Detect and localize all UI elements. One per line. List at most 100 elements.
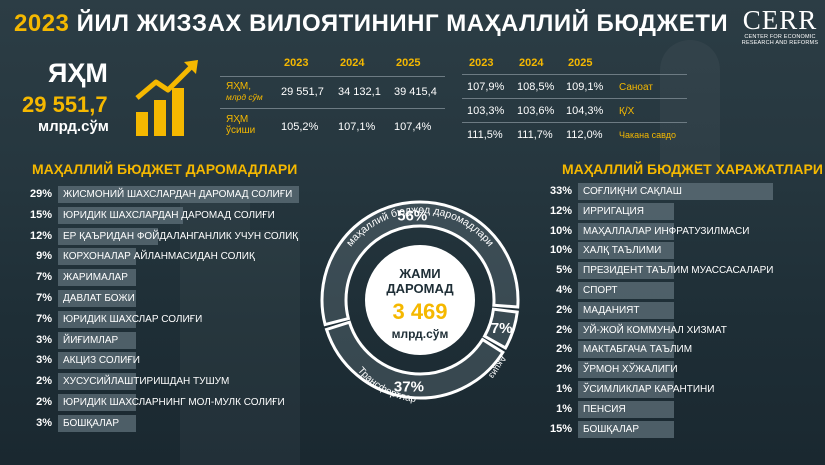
kpi-divider xyxy=(220,108,445,109)
share-pct: 9% xyxy=(36,250,52,263)
revenues-title: МАҲАЛЛИЙ БЮДЖЕТ ДАРОМАДЛАРИ xyxy=(32,161,298,177)
share-bar xyxy=(58,206,183,224)
kpi-divider xyxy=(462,74,687,75)
share-bar xyxy=(578,420,674,438)
share-label: КОРХОНАЛАР АЙЛАНМАСИДАН СОЛИҚ xyxy=(63,251,255,263)
share-pct: 2% xyxy=(556,343,572,356)
share-pct: 7% xyxy=(36,292,52,304)
share-bar xyxy=(58,414,136,432)
share-label: СОҒЛИҚНИ САҚЛАШ xyxy=(583,186,682,197)
share-bar xyxy=(58,269,136,287)
share-label: СПОРТ xyxy=(583,285,618,296)
gdp-value: 29 551,7 xyxy=(22,92,108,117)
kpi-left-year-1: 2023 xyxy=(284,57,309,69)
share-label: ЎСИМЛИКЛАР КАРАНТИНИ xyxy=(583,384,715,395)
share-label: ПЕНСИЯ xyxy=(583,403,626,415)
share-bar xyxy=(58,373,136,391)
share-pct: 29% xyxy=(29,188,52,200)
expenditures-title: МАҲАЛЛИЙ БЮДЖЕТ ХАРАЖАТЛАРИ xyxy=(562,161,823,177)
share-label: ДАВЛАТ БОЖИ xyxy=(63,293,135,304)
share-label: МАКТАБГАЧА ТАЪЛИМ xyxy=(583,344,693,356)
kpi-left-row1-label: ЯҲМ, млрд сўм xyxy=(226,81,263,102)
share-label: ЖАРИМАЛАР xyxy=(63,272,128,284)
share-label: ЎРМОН ХЎЖАЛИГИ xyxy=(583,364,678,376)
share-pct: 1% xyxy=(556,402,572,415)
share-pct: 10% xyxy=(549,224,572,237)
kpi-right-cell: 108,5% xyxy=(517,81,555,93)
share-bar xyxy=(58,186,299,203)
donut-center xyxy=(365,245,475,355)
kpi-left-year-2: 2024 xyxy=(340,57,365,69)
share-label: МАҲАЛЛАЛАР ИНФРАТУЗИЛМАСИ xyxy=(583,225,750,237)
share-pct: 3% xyxy=(36,416,52,429)
gdp-label: ЯҲМ xyxy=(48,58,108,88)
share-pct: 33% xyxy=(549,185,572,197)
kpi-right-year-3: 2025 xyxy=(568,57,593,69)
share-bar xyxy=(58,394,136,411)
logo-line1: CENTER FOR ECONOMIC xyxy=(744,34,816,40)
share-bar xyxy=(58,248,136,266)
share-bar xyxy=(578,400,674,418)
kpi-left-cell: 105,2% xyxy=(281,121,319,133)
share-pct: 7% xyxy=(36,271,52,284)
share-pct: 2% xyxy=(36,396,52,408)
gdp-unit: млрд.сўм xyxy=(38,118,109,135)
donut-center-line2: ДАРОМАД xyxy=(386,281,454,296)
kpi-right-cell: 112,0% xyxy=(566,129,603,141)
background-building xyxy=(250,230,300,465)
share-label: МАДАНИЯТ xyxy=(583,304,640,316)
kpi-right-cell: 103,3% xyxy=(467,105,505,117)
kpi-right-cell: 103,6% xyxy=(517,105,555,117)
donut-slice-pct: 56% xyxy=(397,207,427,224)
kpi-right-label: Қ/Х xyxy=(619,106,635,117)
page-title: 2023 ЙИЛ ЖИЗЗАХ ВИЛОЯТИНИНГ МАҲАЛЛИЙ БЮД… xyxy=(14,10,728,38)
share-label: ХАЛҚ ТАЪЛИМИ xyxy=(583,245,662,257)
revenue-donut-chart: 56%7%37% ЖАМИ ДАРОМАД 3 469 млрд.сўм маҳ… xyxy=(320,200,520,405)
share-pct: 5% xyxy=(556,264,572,277)
share-pct: 3% xyxy=(36,333,52,346)
logo-name: CERR xyxy=(742,5,818,35)
cerr-logo: CERR CENTER FOR ECONOMIC RESEARCH AND RE… xyxy=(738,6,822,46)
share-label: БОШҚАЛАР xyxy=(583,423,640,435)
share-bar xyxy=(58,227,158,245)
kpi-right-cell: 111,7% xyxy=(517,129,553,141)
donut-slice xyxy=(320,200,520,327)
kpi-divider xyxy=(220,76,445,77)
share-pct: 2% xyxy=(36,375,52,388)
share-bar xyxy=(578,321,674,339)
title-year: 2023 xyxy=(14,10,70,37)
share-bar xyxy=(58,310,136,328)
growth-chart-icon xyxy=(135,60,198,136)
background-building xyxy=(180,190,250,465)
share-bar xyxy=(58,290,136,307)
kpi-right-label: Чакана савдо xyxy=(619,130,677,140)
donut-slice-pct: 7% xyxy=(491,320,513,337)
donut-center-value: 3 469 xyxy=(392,299,447,324)
donut-center-line1: ЖАМИ xyxy=(398,266,440,281)
share-bar xyxy=(578,262,674,280)
logo-line2: RESEARCH AND REFORMS xyxy=(741,40,819,46)
share-bar xyxy=(58,331,136,349)
kpi-divider xyxy=(462,122,687,123)
kpi-right-cell: 111,5% xyxy=(467,129,503,141)
share-bar xyxy=(578,202,674,220)
kpi-right-year-1: 2023 xyxy=(469,57,494,69)
share-bar xyxy=(578,341,674,359)
kpi-divider xyxy=(462,98,687,99)
kpi-left-year-3: 2025 xyxy=(396,57,421,69)
donut-slice-pct: 37% xyxy=(394,378,424,395)
share-label: ПРЕЗИДЕНТ ТАЪЛИМ МУАССАСАЛАРИ xyxy=(583,265,774,277)
share-pct: 15% xyxy=(549,422,572,435)
share-label: ИРРИГАЦИЯ xyxy=(583,205,644,217)
share-label: БОШҚАЛАР xyxy=(63,417,120,429)
donut-center-unit: млрд.сўм xyxy=(392,327,449,341)
share-pct: 3% xyxy=(36,354,52,367)
kpi-right-cell: 104,3% xyxy=(566,105,604,117)
share-bar xyxy=(578,282,674,299)
kpi-right-cell: 107,9% xyxy=(467,81,505,93)
share-pct: 10% xyxy=(549,244,572,257)
share-pct: 1% xyxy=(556,383,572,395)
kpi-right-cell: 109,1% xyxy=(566,81,604,93)
share-pct: 2% xyxy=(556,323,572,336)
background-building xyxy=(660,40,720,200)
